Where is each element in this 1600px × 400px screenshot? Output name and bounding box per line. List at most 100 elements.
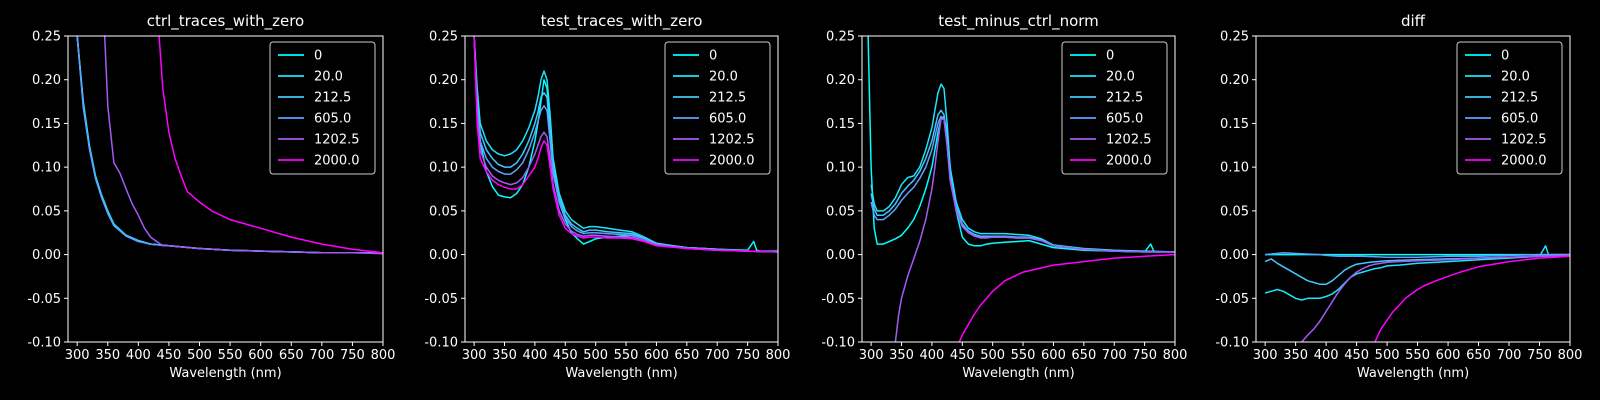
legend-label: 212.5 [1106,91,1143,106]
x-tick-label: 450 [1344,348,1369,363]
x-tick-label: 700 [1497,348,1522,363]
legend-label: 1202.5 [1501,133,1547,148]
x-tick-label: 500 [583,348,608,363]
series-line-1202-5 [1301,254,1570,342]
legend-label: 1202.5 [314,133,360,148]
legend-label: 212.5 [709,91,746,106]
chart-title: test_traces_with_zero [541,12,703,31]
x-tick-label: 550 [1405,348,1430,363]
x-tick-label: 750 [1132,348,1157,363]
legend-box [269,41,376,175]
x-tick-label: 500 [980,348,1005,363]
x-tick-label: 800 [1558,348,1583,363]
legend-label: 20.0 [314,70,343,85]
series-line-2000-0 [1374,255,1570,342]
x-tick-label: 350 [492,348,517,363]
x-tick-label: 800 [1163,348,1188,363]
y-tick-label: 0.00 [429,248,458,263]
y-tick-label: -0.10 [1215,336,1249,351]
series-line-2000-0 [958,253,1175,342]
y-tick-label: 0.10 [1220,161,1249,176]
y-tick-label: 0.05 [826,204,855,219]
legend-label: 0 [314,49,322,64]
x-tick-label: 700 [705,348,730,363]
x-tick-label: 350 [95,348,120,363]
y-tick-label: 0.20 [826,73,855,88]
x-tick-label: 750 [735,348,760,363]
y-tick-label: 0.25 [429,30,458,45]
series-line-2000-0 [473,36,778,253]
plot-frame [464,35,779,343]
series-group [76,36,383,255]
y-tick-label: -0.05 [1215,292,1249,307]
y-tick-label: 0.05 [32,204,61,219]
legend-label: 605.0 [1501,112,1538,127]
x-tick-label: 300 [859,348,884,363]
legend-box [664,41,771,175]
plot-frame [67,35,384,343]
x-tick-label: 550 [1011,348,1036,363]
legend-label: 0 [709,49,717,64]
x-tick-label: 400 [1314,348,1339,363]
x-tick-label: 800 [766,348,791,363]
x-tick-label: 350 [889,348,914,363]
x-tick-label: 500 [1375,348,1400,363]
chart-panel-3: test_minus_ctrl_norm 300 350 400 450 500 550 60… [821,12,1187,381]
legend-label: 605.0 [709,112,746,127]
x-tick-label: 300 [462,348,487,363]
y-tick-label: 0.10 [429,161,458,176]
x-tick-label: 600 [1436,348,1461,363]
y-tick-label: -0.05 [821,292,855,307]
legend-label: 20.0 [1106,70,1135,85]
y-tick-label: 0.10 [826,161,855,176]
series-group [473,36,778,253]
y-tick-label: 0.25 [32,30,61,45]
legend-label: 20.0 [1501,70,1530,85]
x-axis-title: Wavelength (nm) [1357,366,1469,381]
legend: 0 20.0 212.5 605.0 1202.5 2000.0 [1061,41,1168,175]
x-tick-label: 650 [674,348,699,363]
x-tick-label: 450 [157,348,182,363]
legend: 0 20.0 212.5 605.0 1202.5 2000.0 [269,41,376,175]
chart-title: diff [1401,12,1426,30]
y-tick-label: 0.05 [429,204,458,219]
x-tick-label: 600 [644,348,669,363]
legend: 0 20.0 212.5 605.0 1202.5 2000.0 [664,41,771,175]
x-axis-title: Wavelength (nm) [962,366,1074,381]
series-line-605-0 [473,36,778,253]
legend-label: 212.5 [314,91,351,106]
series-line-1202-5 [473,36,778,253]
x-tick-label: 700 [1102,348,1127,363]
legend-label: 0 [1106,49,1114,64]
y-tick-label: 0.25 [826,30,855,45]
x-axis-title: Wavelength (nm) [565,366,677,381]
series-line-605-0 [1265,252,1570,258]
y-tick-label: 0.00 [826,248,855,263]
y-tick-label: -0.05 [27,292,61,307]
series-group [1264,245,1570,342]
y-tick-label: 0.15 [826,117,855,132]
y-tick-label: 0.00 [32,248,61,263]
series-line-20-0 [1264,245,1570,301]
series-line-2000-0 [158,36,383,254]
x-tick-label: 450 [553,348,578,363]
x-tick-label: 400 [919,348,944,363]
x-tick-label: 650 [279,348,304,363]
series-group [867,36,1175,342]
legend-label: 20.0 [709,70,738,85]
legend-label: 2000.0 [1501,154,1547,169]
x-tick-label: 400 [126,348,151,363]
x-tick-label: 550 [614,348,639,363]
legend-label: 0 [1501,49,1509,64]
x-tick-label: 650 [1071,348,1096,363]
x-tick-label: 500 [187,348,212,363]
chart-title: test_minus_ctrl_norm [938,12,1099,31]
legend-label: 605.0 [1106,112,1143,127]
legend-label: 2000.0 [1106,154,1152,169]
series-line-20-0 [473,36,778,253]
y-tick-label: 0.10 [32,161,61,176]
legend-box [1061,41,1168,175]
series-line-20-0 [870,83,1175,253]
